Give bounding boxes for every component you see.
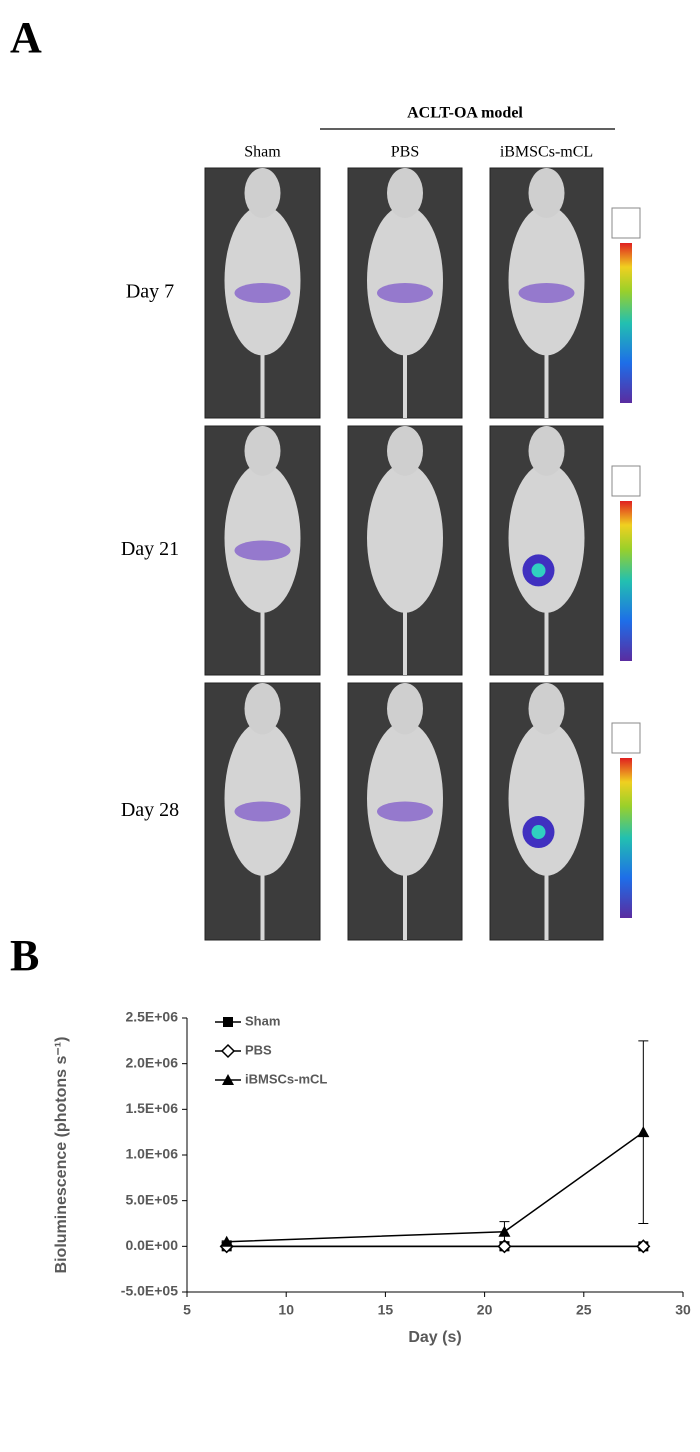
mouse-body	[367, 721, 443, 876]
mouse-head	[244, 426, 281, 476]
mouse-body	[224, 205, 301, 356]
mouse-body	[508, 463, 585, 613]
y-tick-label: 2.5E+06	[125, 1009, 178, 1025]
panel-label: B	[10, 931, 39, 980]
point	[636, 1239, 651, 1254]
signal	[518, 283, 575, 303]
x-tick-label: 5	[183, 1302, 191, 1318]
tail	[260, 323, 265, 418]
legend-marker	[223, 1017, 233, 1027]
y-tick-label: 0.0E+00	[125, 1237, 178, 1253]
tail	[544, 323, 549, 418]
mouse-head	[244, 683, 281, 735]
point	[637, 1126, 650, 1138]
color-bar	[620, 758, 632, 918]
x-tick-label: 10	[278, 1302, 294, 1318]
color-bar-box	[611, 722, 641, 754]
row-label: Day 7	[126, 281, 174, 303]
signal-core	[531, 563, 546, 578]
signal	[377, 801, 433, 822]
mouse-body	[508, 205, 585, 356]
mouse-head	[528, 168, 565, 218]
tail	[403, 323, 407, 418]
mouse-head	[528, 426, 565, 476]
y-tick-label: -5.0E+05	[121, 1283, 178, 1299]
color-bar-box	[611, 465, 641, 497]
x-tick-label: 20	[477, 1302, 493, 1318]
color-bar	[620, 243, 632, 403]
column-label: PBS	[391, 144, 419, 161]
mouse-body	[367, 205, 443, 356]
y-tick-label: 1.5E+06	[125, 1100, 178, 1116]
tail	[260, 580, 265, 675]
tail	[403, 842, 407, 940]
color-bar	[620, 501, 632, 661]
mouse-body	[508, 721, 585, 876]
mouse-body	[367, 463, 443, 613]
y-tick-label: 5.0E+05	[125, 1191, 178, 1207]
column-label: Sham	[244, 144, 281, 161]
signal	[377, 283, 433, 303]
mouse-head	[387, 426, 423, 476]
y-tick-label: 2.0E+06	[125, 1054, 178, 1070]
series-line	[226, 1131, 644, 1243]
group-label: ACLT-OA model	[407, 105, 523, 122]
legend-marker	[220, 1043, 236, 1059]
signal	[234, 540, 291, 561]
point	[498, 1225, 511, 1237]
point	[220, 1235, 233, 1247]
mouse-head	[528, 683, 565, 735]
point	[497, 1239, 512, 1254]
legend-marker	[222, 1074, 234, 1085]
x-tick-label: 30	[675, 1302, 691, 1318]
color-bar-box	[611, 207, 641, 239]
mouse-head	[387, 168, 423, 218]
y-axis-label: Bioluminescence (photons s⁻¹)	[53, 1037, 70, 1274]
legend-label: PBS	[245, 1042, 272, 1057]
mouse-body	[224, 463, 301, 613]
row-label: Day 21	[121, 538, 179, 560]
legend-label: Sham	[245, 1013, 280, 1028]
signal	[234, 283, 291, 303]
tail	[403, 580, 407, 675]
mouse-body	[224, 721, 301, 876]
signal	[234, 801, 291, 822]
x-tick-label: 25	[576, 1302, 592, 1318]
signal-core	[531, 825, 546, 840]
x-tick-label: 15	[378, 1302, 394, 1318]
mouse-head	[244, 168, 281, 218]
mouse-head	[387, 683, 423, 735]
panel-label: A	[10, 13, 42, 62]
row-label: Day 28	[121, 799, 179, 821]
tail	[544, 580, 549, 675]
tail	[544, 842, 549, 940]
x-axis-label: Day (s)	[408, 1329, 461, 1346]
legend-label: iBMSCs-mCL	[245, 1071, 327, 1086]
column-label: iBMSCs-mCL	[500, 144, 593, 161]
tail	[260, 842, 265, 940]
y-tick-label: 1.0E+06	[125, 1146, 178, 1162]
